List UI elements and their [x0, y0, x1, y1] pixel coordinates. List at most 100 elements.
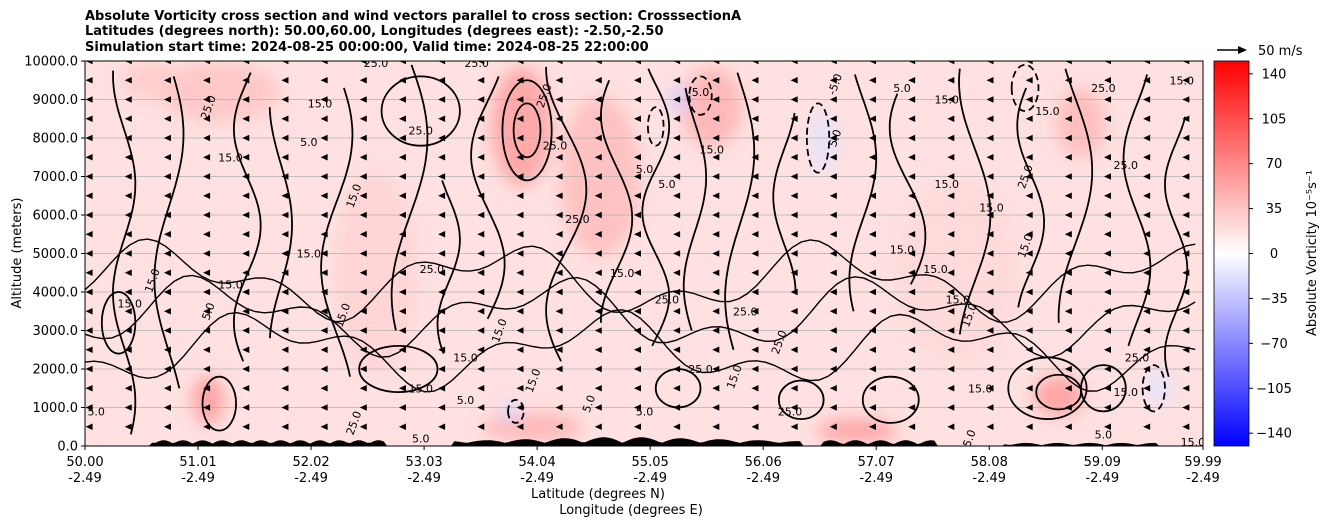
wind-vector [986, 96, 994, 103]
wind-vector [829, 423, 837, 430]
wind-vector [908, 192, 916, 199]
wind-vector [85, 115, 93, 122]
y-tick-label: 4000.0 [33, 286, 79, 301]
vorticity-shading-blob [192, 375, 225, 424]
contour-value-label: 15.0 [968, 382, 993, 395]
contour-loop [861, 375, 920, 424]
wind-vector [1103, 173, 1111, 180]
wind-vector [868, 61, 876, 65]
wind-vector [1143, 115, 1151, 122]
wind-vector [947, 61, 955, 65]
wind-vector [85, 404, 93, 411]
wind-vector [242, 385, 250, 392]
wind-vector [124, 115, 132, 122]
wind-vector [1064, 250, 1072, 257]
wind-vector [790, 154, 798, 161]
wind-vector [633, 404, 641, 411]
wind-vector [359, 154, 367, 161]
wind-vector [320, 269, 328, 276]
wind-vector [320, 192, 328, 199]
wind-vector [947, 96, 955, 103]
contour-line [641, 68, 671, 347]
contour-value-label: 15.0 [453, 351, 478, 364]
wind-vector [359, 173, 367, 180]
wind-vector [438, 77, 446, 84]
wind-vector [1103, 404, 1111, 411]
wind-vector [85, 346, 93, 353]
wind-vector [320, 288, 328, 296]
wind-vector [790, 308, 798, 315]
wind-vector [1143, 327, 1151, 334]
wind-vector [320, 211, 328, 219]
wind-vector [242, 423, 250, 430]
wind-vector [163, 365, 171, 373]
wind-vector [477, 61, 485, 65]
vorticity-shading-blob [482, 412, 583, 441]
wind-vector [555, 115, 563, 122]
wind-vector [203, 365, 211, 373]
wind-vector [751, 211, 759, 219]
wind-vector [908, 134, 916, 142]
wind-vector [555, 211, 563, 219]
wind-vector [1064, 346, 1072, 353]
contour-line [848, 74, 878, 312]
wind-vector [438, 308, 446, 315]
wind-vector [1143, 134, 1151, 142]
wind-vector [438, 154, 446, 161]
contour-value-label: 25.0 [565, 213, 590, 226]
wind-vector [398, 346, 406, 353]
wind-vector [203, 404, 211, 411]
wind-vector [438, 423, 446, 430]
colorbar-tick-label: −140 [1256, 427, 1292, 442]
wind-vector [633, 61, 641, 65]
contour-line [85, 309, 1196, 393]
wind-vector [673, 77, 681, 84]
wind-vector [1025, 365, 1033, 373]
wind-vector [1182, 115, 1190, 122]
wind-vector [908, 96, 916, 103]
wind-vector [790, 173, 798, 180]
wind-vector [124, 154, 132, 161]
vorticity-shading-blob [500, 399, 521, 424]
wind-vector [477, 115, 485, 122]
contour-value-label: 25.0 [543, 140, 568, 153]
wind-vector [516, 404, 524, 411]
wind-vector [751, 404, 759, 411]
wind-vector [673, 404, 681, 411]
y-tick-label: 10000.0 [24, 55, 78, 70]
wind-vector [163, 115, 171, 122]
wind-vector [203, 61, 211, 65]
wind-vector [1064, 173, 1072, 180]
wind-vector [555, 365, 563, 373]
contour-value-label: 5.0 [1095, 428, 1113, 441]
wind-vector [477, 423, 485, 430]
wind-vector [1103, 231, 1111, 238]
wind-vector [908, 327, 916, 334]
wind-vector [908, 308, 916, 315]
wind-vector [790, 231, 798, 238]
wind-vector [516, 211, 524, 219]
wind-vector [673, 96, 681, 103]
wind-vector [359, 346, 367, 353]
wind-vector [203, 115, 211, 122]
contour-value-label: 15.0 [610, 267, 635, 280]
wind-vector [516, 269, 524, 276]
wind-vector [1064, 77, 1072, 84]
wind-vector [1103, 269, 1111, 276]
wind-vector [398, 404, 406, 411]
wind-vector [516, 423, 524, 430]
wind-vector [281, 327, 289, 334]
y-tick-label: 9000.0 [33, 93, 79, 108]
wind-vector [359, 250, 367, 257]
wind-vector [85, 154, 93, 161]
wind-vector [1182, 192, 1190, 199]
wind-vector [163, 211, 171, 219]
wind-vector [85, 61, 93, 65]
x-tick-label-longitude: -2.49 [1085, 471, 1119, 486]
contour-value-label: 15.0 [946, 294, 971, 307]
wind-vector [633, 77, 641, 84]
wind-vector [673, 288, 681, 296]
wind-vector [1182, 308, 1190, 315]
wind-vector [1143, 269, 1151, 276]
